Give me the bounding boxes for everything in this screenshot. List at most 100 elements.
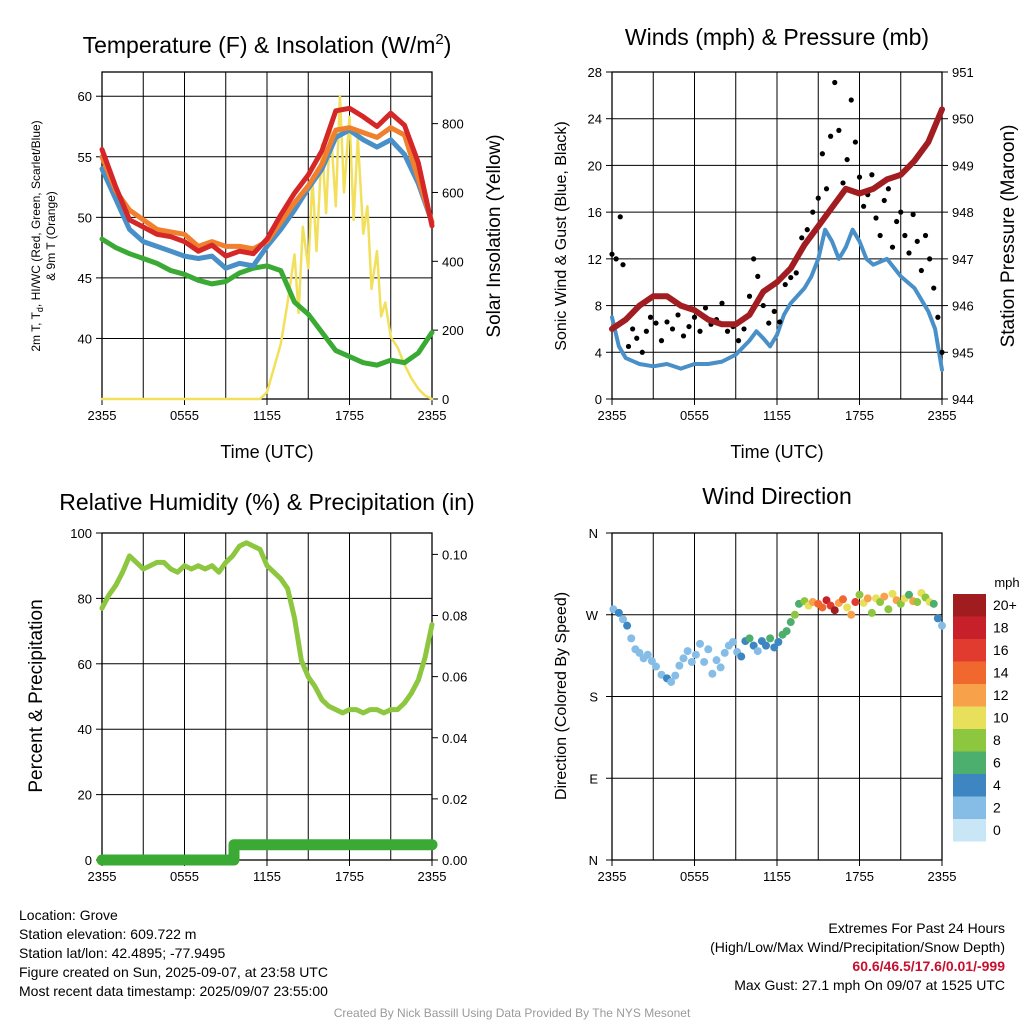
direction-point — [818, 603, 827, 612]
max-gust-text: Max Gust: 27.1 mph On 09/07 at 1525 UTC — [734, 977, 1005, 993]
wind-title: Winds (mph) & Pressure (mb) — [625, 24, 929, 50]
direction-point — [863, 594, 872, 603]
direction-point — [671, 671, 680, 680]
gust-point — [856, 174, 863, 180]
wind-y2tick-label: 947 — [952, 252, 974, 267]
gust-point — [766, 320, 772, 326]
gust-point — [828, 133, 834, 139]
direction-point — [880, 592, 889, 601]
gust-point — [669, 326, 676, 332]
direction-point — [830, 606, 839, 615]
gust-point — [898, 209, 904, 215]
temp-plot: 2355 0555 1155 1755 235540455055600200400600… — [29, 31, 505, 462]
gust-point — [613, 256, 619, 262]
direction-point — [851, 598, 860, 607]
direction-point — [619, 615, 627, 624]
direction-point — [839, 595, 847, 604]
direction-point — [745, 634, 754, 643]
gust-point — [630, 326, 636, 332]
wind-xtick-label: 1155 — [763, 408, 791, 423]
extremes-title: Extremes For Past 24 Hours — [828, 920, 1005, 936]
colorbar-label: 4 — [993, 777, 1001, 793]
direction-point — [762, 641, 770, 650]
gust-point — [910, 211, 916, 218]
gust-point — [620, 262, 626, 268]
gust-point — [788, 274, 794, 281]
temp-ytick-label: 45 — [78, 271, 92, 286]
temp-xtick-label: 1755 — [335, 408, 364, 423]
wind-y2tick-label: 946 — [952, 299, 974, 314]
gust-point — [894, 218, 900, 225]
gust-point — [815, 195, 821, 201]
temp-td-line — [99, 236, 435, 368]
direction-point — [913, 598, 922, 607]
direction-point — [716, 663, 725, 672]
gust-point — [793, 270, 799, 276]
rh-y2tick-label: 0.10 — [442, 547, 467, 562]
direction-point — [737, 652, 746, 661]
gust-point — [746, 293, 753, 299]
direction-point — [876, 598, 885, 607]
direction-point — [675, 661, 684, 670]
gust-point — [771, 308, 777, 315]
gust-point — [836, 127, 842, 133]
temp-xtick-label: 2355 — [418, 408, 447, 423]
gust-point — [735, 338, 742, 344]
gust-point — [861, 203, 867, 209]
wind-y2tick-label: 949 — [952, 158, 974, 173]
temp-ytick-label: 40 — [78, 331, 92, 346]
gust-point — [840, 180, 846, 186]
direction-point — [766, 634, 775, 643]
gust-point — [810, 209, 816, 215]
colorbar-label: 0 — [993, 822, 1001, 838]
direction-point — [790, 610, 799, 619]
gust-point — [639, 349, 645, 355]
gust-point — [881, 197, 887, 204]
dir-ytick-label: N — [589, 853, 598, 868]
gust-point — [782, 281, 788, 288]
temp-ylabel-2: & 9m T (Orange) — [44, 191, 58, 281]
gust-point — [799, 235, 805, 241]
direction-point — [635, 648, 644, 657]
rh-title: Relative Humidity (%) & Precipitation (i… — [59, 489, 474, 515]
temp-y2label: Solar Insolation (Yellow) — [484, 134, 505, 337]
wind-ytick-label: 4 — [595, 345, 602, 360]
wind-station-pressure-line — [609, 106, 945, 332]
gust-point — [697, 328, 703, 334]
colorbar-label: 12 — [993, 687, 1009, 703]
direction-point — [884, 605, 893, 614]
wind-xtick-label: 2355 — [928, 408, 957, 423]
gust-point — [931, 285, 937, 291]
wind-ylabel: Sonic Wind & Gust (Blue, Black) — [553, 121, 570, 350]
wind-sonic-wind-line — [610, 227, 944, 372]
temp-ytick-label: 60 — [78, 89, 92, 104]
wind-plot: 2355 0555 1155 1755 235504812162024289449459… — [553, 24, 1019, 462]
dir-ytick-label: N — [589, 526, 598, 541]
temp-xtick-label: 0555 — [170, 408, 199, 423]
direction-point — [843, 603, 852, 612]
direction-point — [933, 614, 942, 623]
gust-point — [653, 320, 659, 326]
colorbar-label: 18 — [993, 620, 1009, 636]
gust-point — [873, 215, 879, 221]
colorbar-swatch — [953, 796, 986, 819]
gust-point — [918, 267, 924, 274]
gust-point — [927, 256, 933, 262]
station-info: Location: Grove Station elevation: 609.7… — [19, 906, 328, 1001]
gust-point — [751, 256, 757, 262]
latlon-text: Station lat/lon: 42.4895; -77.9495 — [19, 945, 226, 961]
gust-point — [848, 97, 854, 103]
temp-y2tick-label: 600 — [442, 185, 464, 200]
extremes-subtitle: (High/Low/Max Wind/Precipitation/Snow De… — [710, 939, 1005, 955]
direction-point — [855, 590, 864, 599]
extremes-info: Extremes For Past 24 Hours (High/Low/Max… — [710, 919, 1005, 995]
dir-xtick-label: 0555 — [680, 869, 709, 884]
direction-point — [687, 657, 696, 666]
gust-point — [935, 314, 941, 320]
direction-point — [614, 608, 623, 617]
gust-point — [647, 314, 654, 320]
gust-point — [760, 302, 766, 309]
gust-point — [625, 343, 632, 350]
wind-ytick-label: 16 — [588, 205, 602, 220]
gust-point — [686, 323, 692, 330]
